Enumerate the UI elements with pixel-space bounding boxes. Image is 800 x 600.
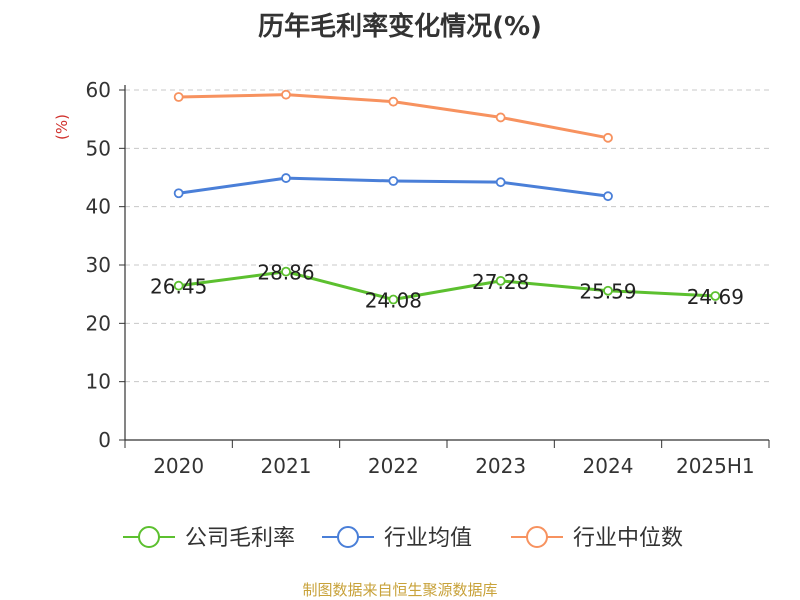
- y-tick-label: 0: [98, 428, 111, 452]
- legend-label: 行业中位数: [573, 526, 683, 551]
- y-tick-label: 50: [86, 136, 111, 160]
- data-point: [495, 275, 506, 286]
- data-point: [173, 280, 184, 291]
- legend-marker: [526, 526, 548, 548]
- data-point: [495, 177, 506, 188]
- y-tick-label: 30: [86, 253, 111, 277]
- data-label: 26.45: [150, 275, 207, 299]
- data-point: [603, 132, 613, 143]
- series-line: [178, 270, 716, 302]
- x-tick-label: 2023: [475, 454, 526, 478]
- data-point: [173, 92, 184, 102]
- data-point: [388, 96, 399, 107]
- x-tick-label: 2020: [153, 454, 204, 478]
- chart-title: 历年毛利率变化情况(%): [258, 12, 542, 42]
- data-point: [388, 176, 399, 186]
- y-axis-label: (%): [53, 114, 71, 140]
- data-label: 25.59: [579, 280, 636, 304]
- data-point: [603, 191, 613, 202]
- data-point: [173, 188, 184, 199]
- x-tick-label: 2024: [583, 454, 634, 478]
- data-label: 24.69: [687, 285, 744, 309]
- y-tick-label: 60: [86, 78, 111, 102]
- legend-marker: [138, 526, 160, 548]
- y-tick-label: 40: [86, 195, 111, 219]
- data-point: [710, 291, 721, 301]
- x-tick-label: 2025H1: [676, 454, 755, 478]
- data-point: [281, 89, 291, 100]
- data-point: [281, 266, 291, 277]
- data-label: 27.28: [472, 270, 529, 294]
- y-tick-label: 10: [86, 370, 111, 394]
- y-tick-label: 20: [86, 311, 111, 335]
- data-label: 28.86: [257, 261, 314, 285]
- legend-label: 公司毛利率: [185, 526, 295, 551]
- source-footer: 制图数据来自恒生聚源数据库: [302, 581, 498, 599]
- data-point: [388, 294, 399, 305]
- legend-label: 行业均值: [384, 526, 472, 551]
- x-tick-label: 2021: [261, 454, 312, 478]
- data-point: [281, 173, 291, 183]
- data-point: [495, 112, 506, 123]
- data-label: 24.08: [365, 289, 422, 313]
- legend-marker: [337, 526, 359, 548]
- x-tick-label: 2022: [368, 454, 419, 478]
- data-point: [603, 285, 613, 296]
